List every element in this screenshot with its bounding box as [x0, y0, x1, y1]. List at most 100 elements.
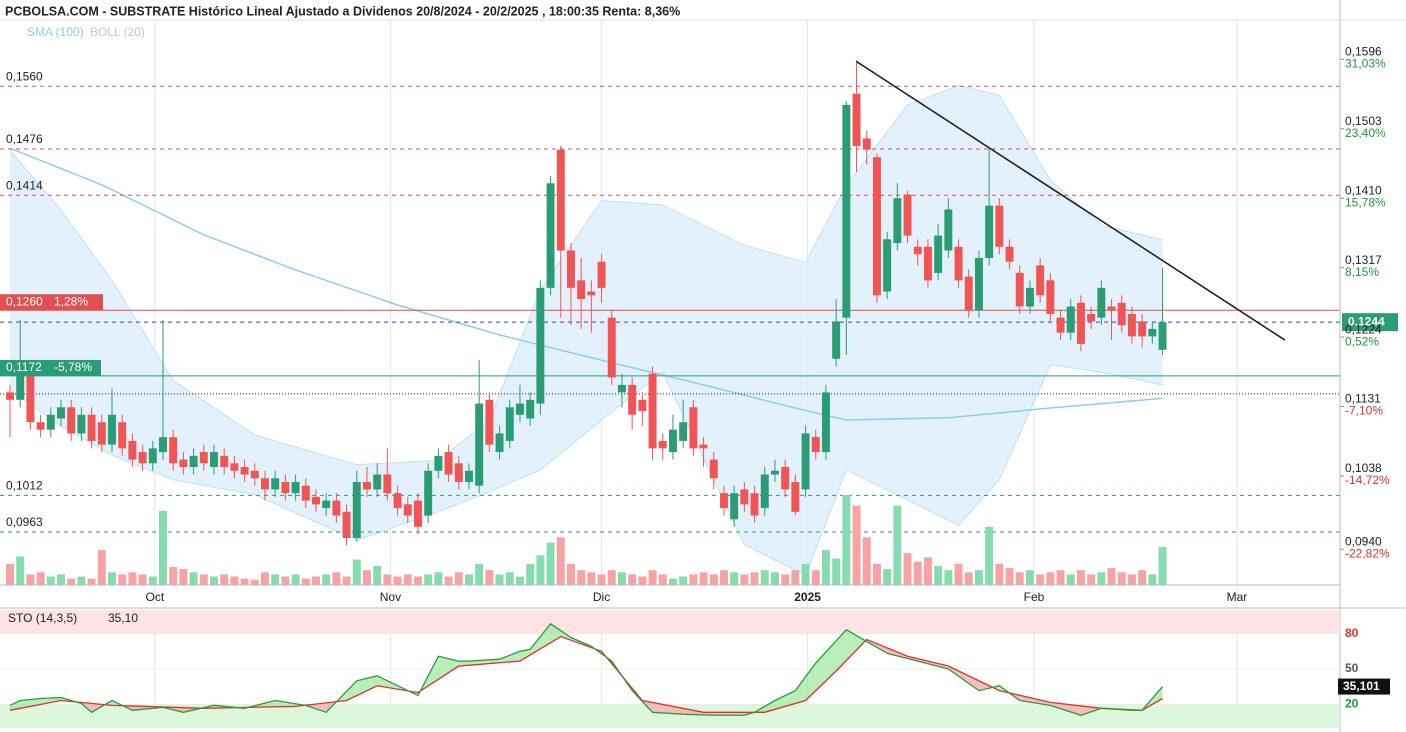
- candle-body: [128, 440, 137, 460]
- volume-bar: [740, 574, 749, 585]
- volume-bar: [393, 576, 402, 585]
- y-tick-return: 23,40%: [1345, 126, 1386, 140]
- candle-body: [740, 489, 749, 505]
- candle-body: [373, 474, 382, 490]
- candle-body: [781, 467, 790, 490]
- stoch-k-line: [9, 622, 1164, 716]
- stoch-fill: [285, 702, 296, 707]
- candle-body: [679, 422, 688, 441]
- volume-bar: [556, 537, 565, 585]
- candle-body: [291, 481, 300, 494]
- candle-body: [658, 440, 667, 449]
- stoch-fill: [836, 629, 847, 672]
- level-label: 0,1476: [6, 132, 43, 146]
- volume-bar: [903, 553, 912, 585]
- candle-body: [832, 321, 841, 359]
- stoch-fill: [774, 695, 786, 710]
- volume-bar: [954, 563, 963, 585]
- volume-bar: [709, 574, 718, 585]
- volume-bar: [118, 574, 127, 585]
- volume-bar: [923, 557, 932, 585]
- candle-body: [495, 433, 504, 453]
- stoch-fill: [499, 655, 510, 663]
- stoch-fill: [764, 700, 775, 713]
- stoch-fill: [938, 663, 949, 669]
- candle-body: [148, 448, 157, 464]
- candle-body: [709, 459, 718, 479]
- y-tick-return: 15,78%: [1345, 195, 1386, 209]
- volume-bar: [189, 572, 198, 585]
- stoch-title: STO (14,3,5): [8, 611, 77, 625]
- candle-body: [872, 157, 881, 296]
- stoch-tick-label: 50: [1345, 661, 1359, 675]
- volume-bar: [505, 572, 514, 585]
- candle-body: [383, 474, 392, 494]
- volume-bar: [36, 572, 45, 585]
- stoch-fill: [315, 702, 327, 713]
- candles: [6, 60, 1167, 546]
- overlays: 0,1560 0,1476 0,1414 0,1260 1,28% 0,1244 0,117…: [0, 60, 1398, 529]
- candle-body: [199, 452, 208, 464]
- volume-bar: [67, 578, 76, 585]
- candle-body: [556, 149, 565, 251]
- volume-bar: [628, 574, 637, 585]
- candle-body: [444, 452, 453, 475]
- candle-body: [1097, 287, 1106, 318]
- volume-bar: [220, 574, 229, 585]
- candle-body: [730, 493, 739, 520]
- candle-body: [526, 399, 535, 419]
- candle-body: [750, 493, 759, 516]
- volume-bar: [893, 505, 902, 585]
- stoch-tick-label: 20: [1345, 697, 1359, 711]
- candle-body: [16, 373, 25, 400]
- level-label: 0,1172: [6, 360, 42, 374]
- volume-bar: [373, 565, 382, 585]
- stoch-fill: [734, 712, 745, 716]
- volume-bar: [362, 570, 371, 585]
- volume-bar: [607, 570, 616, 585]
- candle-body: [36, 422, 45, 430]
- y-tick-label: 0,1131: [1345, 392, 1381, 406]
- volume-bar: [1158, 546, 1167, 585]
- candle-body: [893, 198, 902, 244]
- volume-bar: [638, 576, 647, 585]
- volume-bar: [1056, 570, 1065, 585]
- stoch-value: 35,10: [108, 611, 138, 625]
- volume-bar: [862, 537, 871, 585]
- candle-body: [1005, 246, 1014, 262]
- volume-bar: [1066, 574, 1075, 585]
- stoch-fill: [723, 712, 735, 716]
- volume-bar: [210, 576, 218, 585]
- stoch-fill: [856, 635, 867, 651]
- bollinger-upper: [9, 84, 1163, 466]
- x-tick-label: Oct: [145, 590, 164, 604]
- candle-body: [97, 422, 106, 445]
- volume-bar: [87, 578, 96, 585]
- stoch-current-box: [1338, 678, 1390, 695]
- price-label: 0,1244: [1348, 314, 1385, 328]
- candle-body: [913, 246, 922, 255]
- y-tick-label: 0,1503: [1345, 114, 1382, 128]
- volume-bar: [974, 570, 983, 585]
- volume-bar: [444, 576, 453, 585]
- volume-bar: [597, 574, 606, 585]
- candle-body: [607, 317, 616, 378]
- candle-body: [587, 291, 596, 296]
- stoch-tick-label: 80: [1345, 626, 1359, 640]
- candle-body: [1138, 321, 1147, 337]
- volume-bar: [77, 576, 86, 585]
- candle-body: [312, 496, 320, 505]
- y-tick-label: 0,1038: [1345, 461, 1382, 475]
- candle-body: [1066, 306, 1075, 333]
- candle-body: [1127, 313, 1136, 337]
- stoch-fill: [519, 649, 531, 662]
- candle-body: [546, 183, 555, 288]
- candle-body: [403, 504, 412, 516]
- volume-bar: [199, 574, 208, 585]
- candle-body: [628, 384, 637, 415]
- volume-bar: [148, 576, 157, 585]
- volume-bar: [281, 576, 290, 585]
- volume-bar: [138, 574, 147, 585]
- stoch-fill: [958, 670, 969, 684]
- volume-bar: [668, 578, 677, 585]
